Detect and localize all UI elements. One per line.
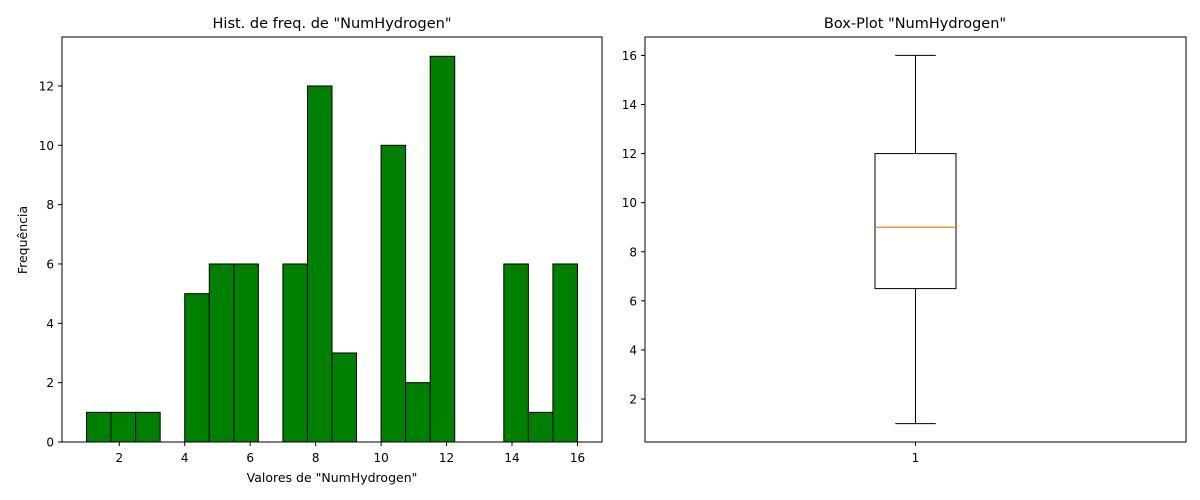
histogram-bar xyxy=(306,85,333,443)
histogram-bar xyxy=(110,411,137,443)
histogram-bar xyxy=(552,263,578,443)
boxplot-y-tick-label: 12 xyxy=(622,147,637,161)
histogram-y-tick-label: 6 xyxy=(46,257,54,271)
histogram-x-tick-label: 8 xyxy=(312,451,320,465)
histogram-bar xyxy=(282,263,308,443)
histogram-plot-frame xyxy=(61,36,603,443)
histogram-bar xyxy=(527,411,554,443)
histogram-x-ticks: 2 4 6 8 10 12 14 16 xyxy=(115,442,585,465)
histogram-x-tick-label: 16 xyxy=(570,451,585,465)
histogram-bar xyxy=(503,263,529,443)
boxplot-chart: Box-Plot "NumHydrogen" 1 2 4 6 8 10 12 14 16 xyxy=(622,16,1187,465)
boxplot-y-tick-label: 10 xyxy=(622,196,637,210)
histogram-bar xyxy=(429,55,456,443)
boxplot-title: Box-Plot "NumHydrogen" xyxy=(824,16,1006,32)
histogram-bar xyxy=(405,382,431,443)
histogram-y-tick-label: 0 xyxy=(46,436,54,450)
histogram-bar xyxy=(86,411,112,443)
boxplot-y-tick-label: 8 xyxy=(629,245,637,259)
histogram-y-tick-label: 12 xyxy=(39,79,54,93)
histogram-y-label: Frequência xyxy=(15,206,30,274)
boxplot-box xyxy=(874,153,957,290)
histogram-x-tick-label: 12 xyxy=(439,451,454,465)
histogram-bars xyxy=(86,55,578,443)
histogram-x-tick-label: 14 xyxy=(504,451,519,465)
histogram-y-tick-label: 4 xyxy=(46,317,54,331)
boxplot-y-tick-label: 2 xyxy=(629,393,637,407)
boxplot-y-ticks: 2 4 6 8 10 12 14 16 xyxy=(622,49,645,407)
boxplot-plot-frame xyxy=(644,36,1187,443)
histogram-y-ticks: 0 2 4 6 8 10 12 xyxy=(39,79,62,450)
histogram-x-label: Valores de "NumHydrogen" xyxy=(247,470,418,485)
histogram-y-tick-label: 8 xyxy=(46,198,54,212)
boxplot-y-tick-label: 4 xyxy=(629,343,637,357)
histogram-bar xyxy=(184,293,210,443)
histogram-x-tick-label: 2 xyxy=(115,451,123,465)
histogram-y-tick-label: 10 xyxy=(39,139,54,153)
boxplot-y-tick-label: 6 xyxy=(629,294,637,308)
histogram-x-tick-label: 6 xyxy=(246,451,254,465)
histogram-y-tick-label: 2 xyxy=(46,376,54,390)
histogram-bar xyxy=(208,263,235,443)
histogram-title: Hist. de freq. de "NumHydrogen" xyxy=(213,16,452,32)
histogram-bar xyxy=(233,263,259,443)
histogram-bar xyxy=(380,144,407,443)
histogram-x-tick-label: 4 xyxy=(181,451,189,465)
histogram-x-tick-label: 10 xyxy=(373,451,388,465)
boxplot-y-tick-label: 14 xyxy=(622,98,637,112)
boxplot-x-tick-label: 1 xyxy=(912,451,920,465)
boxplot-marks xyxy=(874,54,957,425)
boxplot-x-ticks: 1 xyxy=(912,442,920,465)
histogram-chart: Hist. de freq. de "NumHydrogen" 2 4 6 8 10 12… xyxy=(15,16,603,485)
boxplot-y-tick-label: 16 xyxy=(622,49,637,63)
histogram-bar xyxy=(135,411,161,443)
histogram-bar xyxy=(331,352,358,443)
